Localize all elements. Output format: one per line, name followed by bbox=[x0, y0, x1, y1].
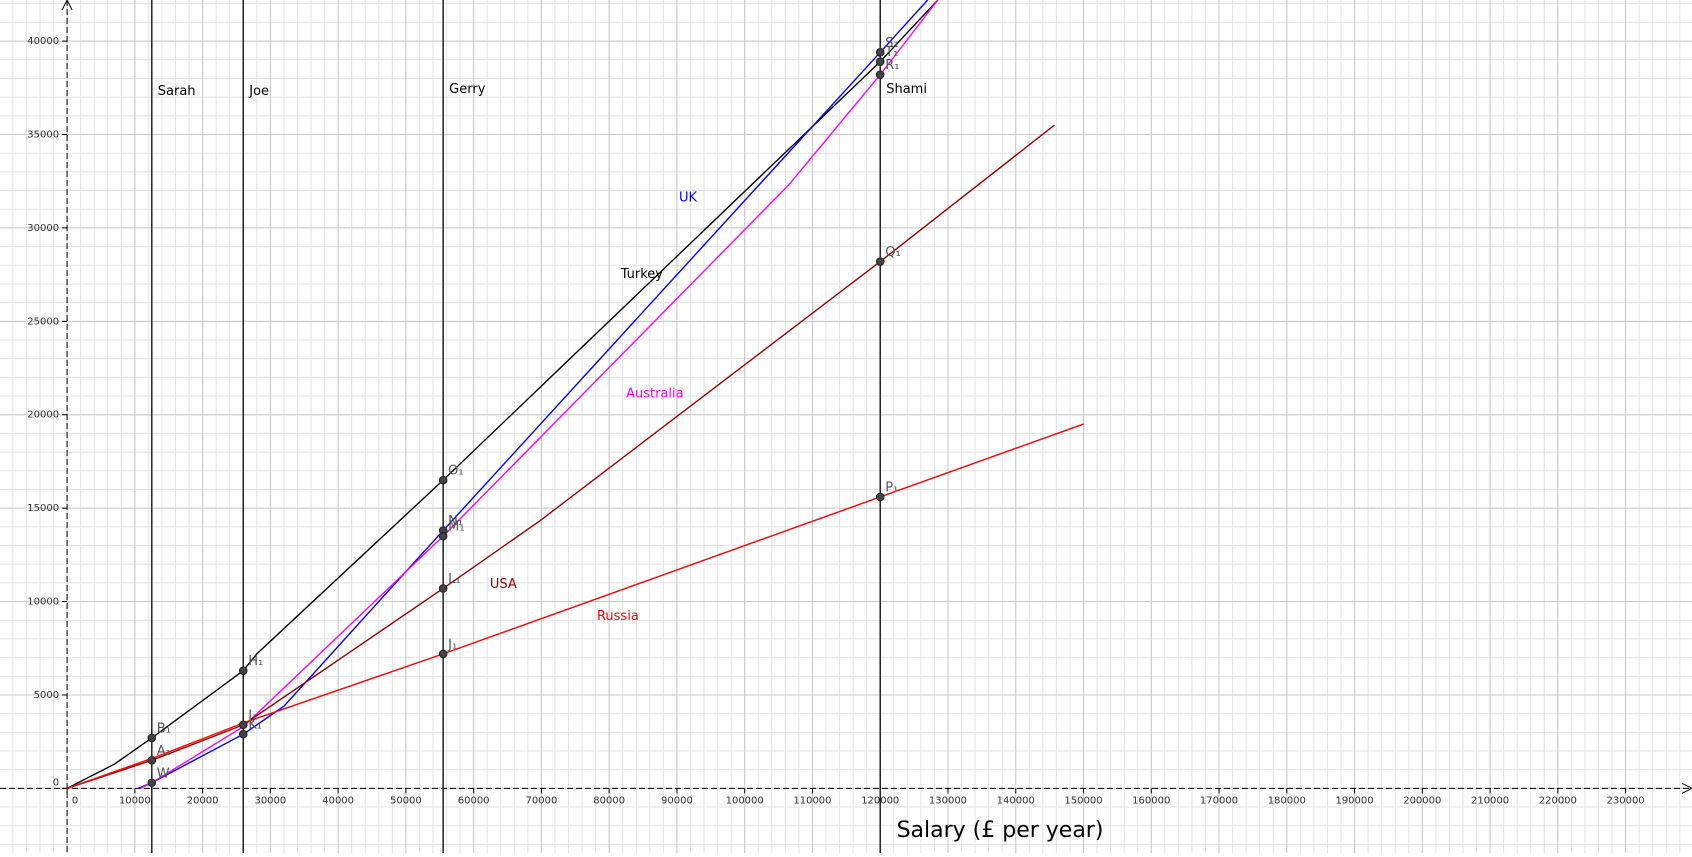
point-label: L₁ bbox=[448, 572, 460, 587]
point-label: A₁ bbox=[157, 744, 171, 759]
series-label: USA bbox=[490, 577, 517, 592]
y-tick-label: 40000 bbox=[27, 36, 59, 47]
point-label: Q₁ bbox=[885, 245, 900, 260]
point bbox=[147, 756, 157, 765]
x-tick-label: 30000 bbox=[254, 795, 286, 806]
point-label: R₁ bbox=[885, 58, 899, 73]
x-axis-arrow bbox=[1681, 782, 1692, 794]
person-label: Shami bbox=[886, 82, 927, 97]
person-label: Gerry bbox=[449, 82, 486, 97]
person-label: Sarah bbox=[158, 84, 196, 99]
series-label: Turkey bbox=[620, 267, 664, 282]
x-tick-label: 0 bbox=[72, 795, 78, 806]
x-tick-label: 110000 bbox=[793, 795, 831, 806]
point bbox=[875, 48, 885, 57]
point bbox=[875, 70, 885, 80]
point-label: P₁ bbox=[885, 480, 898, 495]
x-tick-label: 100000 bbox=[726, 795, 764, 806]
y-axis-arrow bbox=[61, 0, 73, 11]
x-tick-label: 130000 bbox=[929, 795, 967, 806]
x-tick-label: 230000 bbox=[1607, 795, 1645, 806]
series-label: UK bbox=[679, 191, 698, 206]
x-tick-label: 190000 bbox=[1335, 795, 1373, 806]
x-tick-label: 140000 bbox=[997, 795, 1035, 806]
point bbox=[438, 531, 448, 541]
y-tick-label: 20000 bbox=[27, 410, 59, 421]
series-label: Australia bbox=[626, 387, 684, 402]
point bbox=[238, 666, 248, 675]
y-tick-label: 25000 bbox=[27, 316, 59, 327]
point bbox=[238, 729, 248, 739]
x-tick-label: 200000 bbox=[1403, 795, 1441, 806]
x-tick-label: 180000 bbox=[1268, 795, 1306, 806]
y-tick-label: 35000 bbox=[27, 130, 59, 141]
x-tick-label: 50000 bbox=[390, 795, 422, 806]
point bbox=[875, 257, 885, 266]
point-label: O₁ bbox=[448, 464, 463, 479]
person-label: Joe bbox=[248, 84, 269, 99]
y-tick-label: 0 bbox=[53, 777, 59, 788]
point-label: J₁ bbox=[447, 637, 457, 652]
point bbox=[875, 57, 885, 66]
x-tick-label: 20000 bbox=[187, 795, 219, 806]
y-tick-label: 30000 bbox=[27, 223, 59, 234]
x-tick-label: 70000 bbox=[526, 795, 558, 806]
x-tick-label: 10000 bbox=[119, 795, 151, 806]
series-line bbox=[66, 423, 1084, 790]
x-tick-label: 80000 bbox=[593, 795, 625, 806]
x-tick-label: 150000 bbox=[1064, 795, 1102, 806]
x-tick-label: 210000 bbox=[1471, 795, 1509, 806]
x-tick-label: 160000 bbox=[1132, 795, 1170, 806]
point-label: S₁ bbox=[885, 36, 898, 51]
y-tick-label: 10000 bbox=[27, 597, 59, 608]
point bbox=[238, 720, 248, 730]
x-tick-label: 40000 bbox=[322, 795, 354, 806]
point bbox=[875, 492, 885, 502]
series-label: Russia bbox=[597, 609, 639, 624]
point-label: T₁ bbox=[884, 45, 898, 60]
point bbox=[147, 733, 157, 743]
y-tick-label: 5000 bbox=[34, 690, 59, 701]
point-label: K₁ bbox=[248, 718, 262, 733]
point bbox=[438, 584, 448, 593]
point-label: H₁ bbox=[248, 654, 263, 669]
plot: Sarah Joe Gerry Shami Turkey UK Australia USA Ru… bbox=[66, 0, 1084, 853]
x-tick-label: 220000 bbox=[1539, 795, 1577, 806]
point bbox=[438, 649, 448, 659]
point-label: B₁ bbox=[157, 721, 171, 736]
point bbox=[438, 475, 448, 485]
x-axis-label: Salary (£ per year) bbox=[897, 818, 1104, 843]
point-label: I₁ bbox=[248, 708, 257, 723]
x-tick-label: 90000 bbox=[661, 795, 693, 806]
point-label: M₁ bbox=[448, 520, 464, 535]
point-label: W bbox=[157, 766, 170, 781]
point bbox=[147, 778, 157, 788]
point-label: N₁ bbox=[448, 514, 463, 529]
x-tick-label: 60000 bbox=[458, 795, 490, 806]
y-tick-label: 15000 bbox=[27, 503, 59, 514]
x-tick-label: 170000 bbox=[1200, 795, 1238, 806]
